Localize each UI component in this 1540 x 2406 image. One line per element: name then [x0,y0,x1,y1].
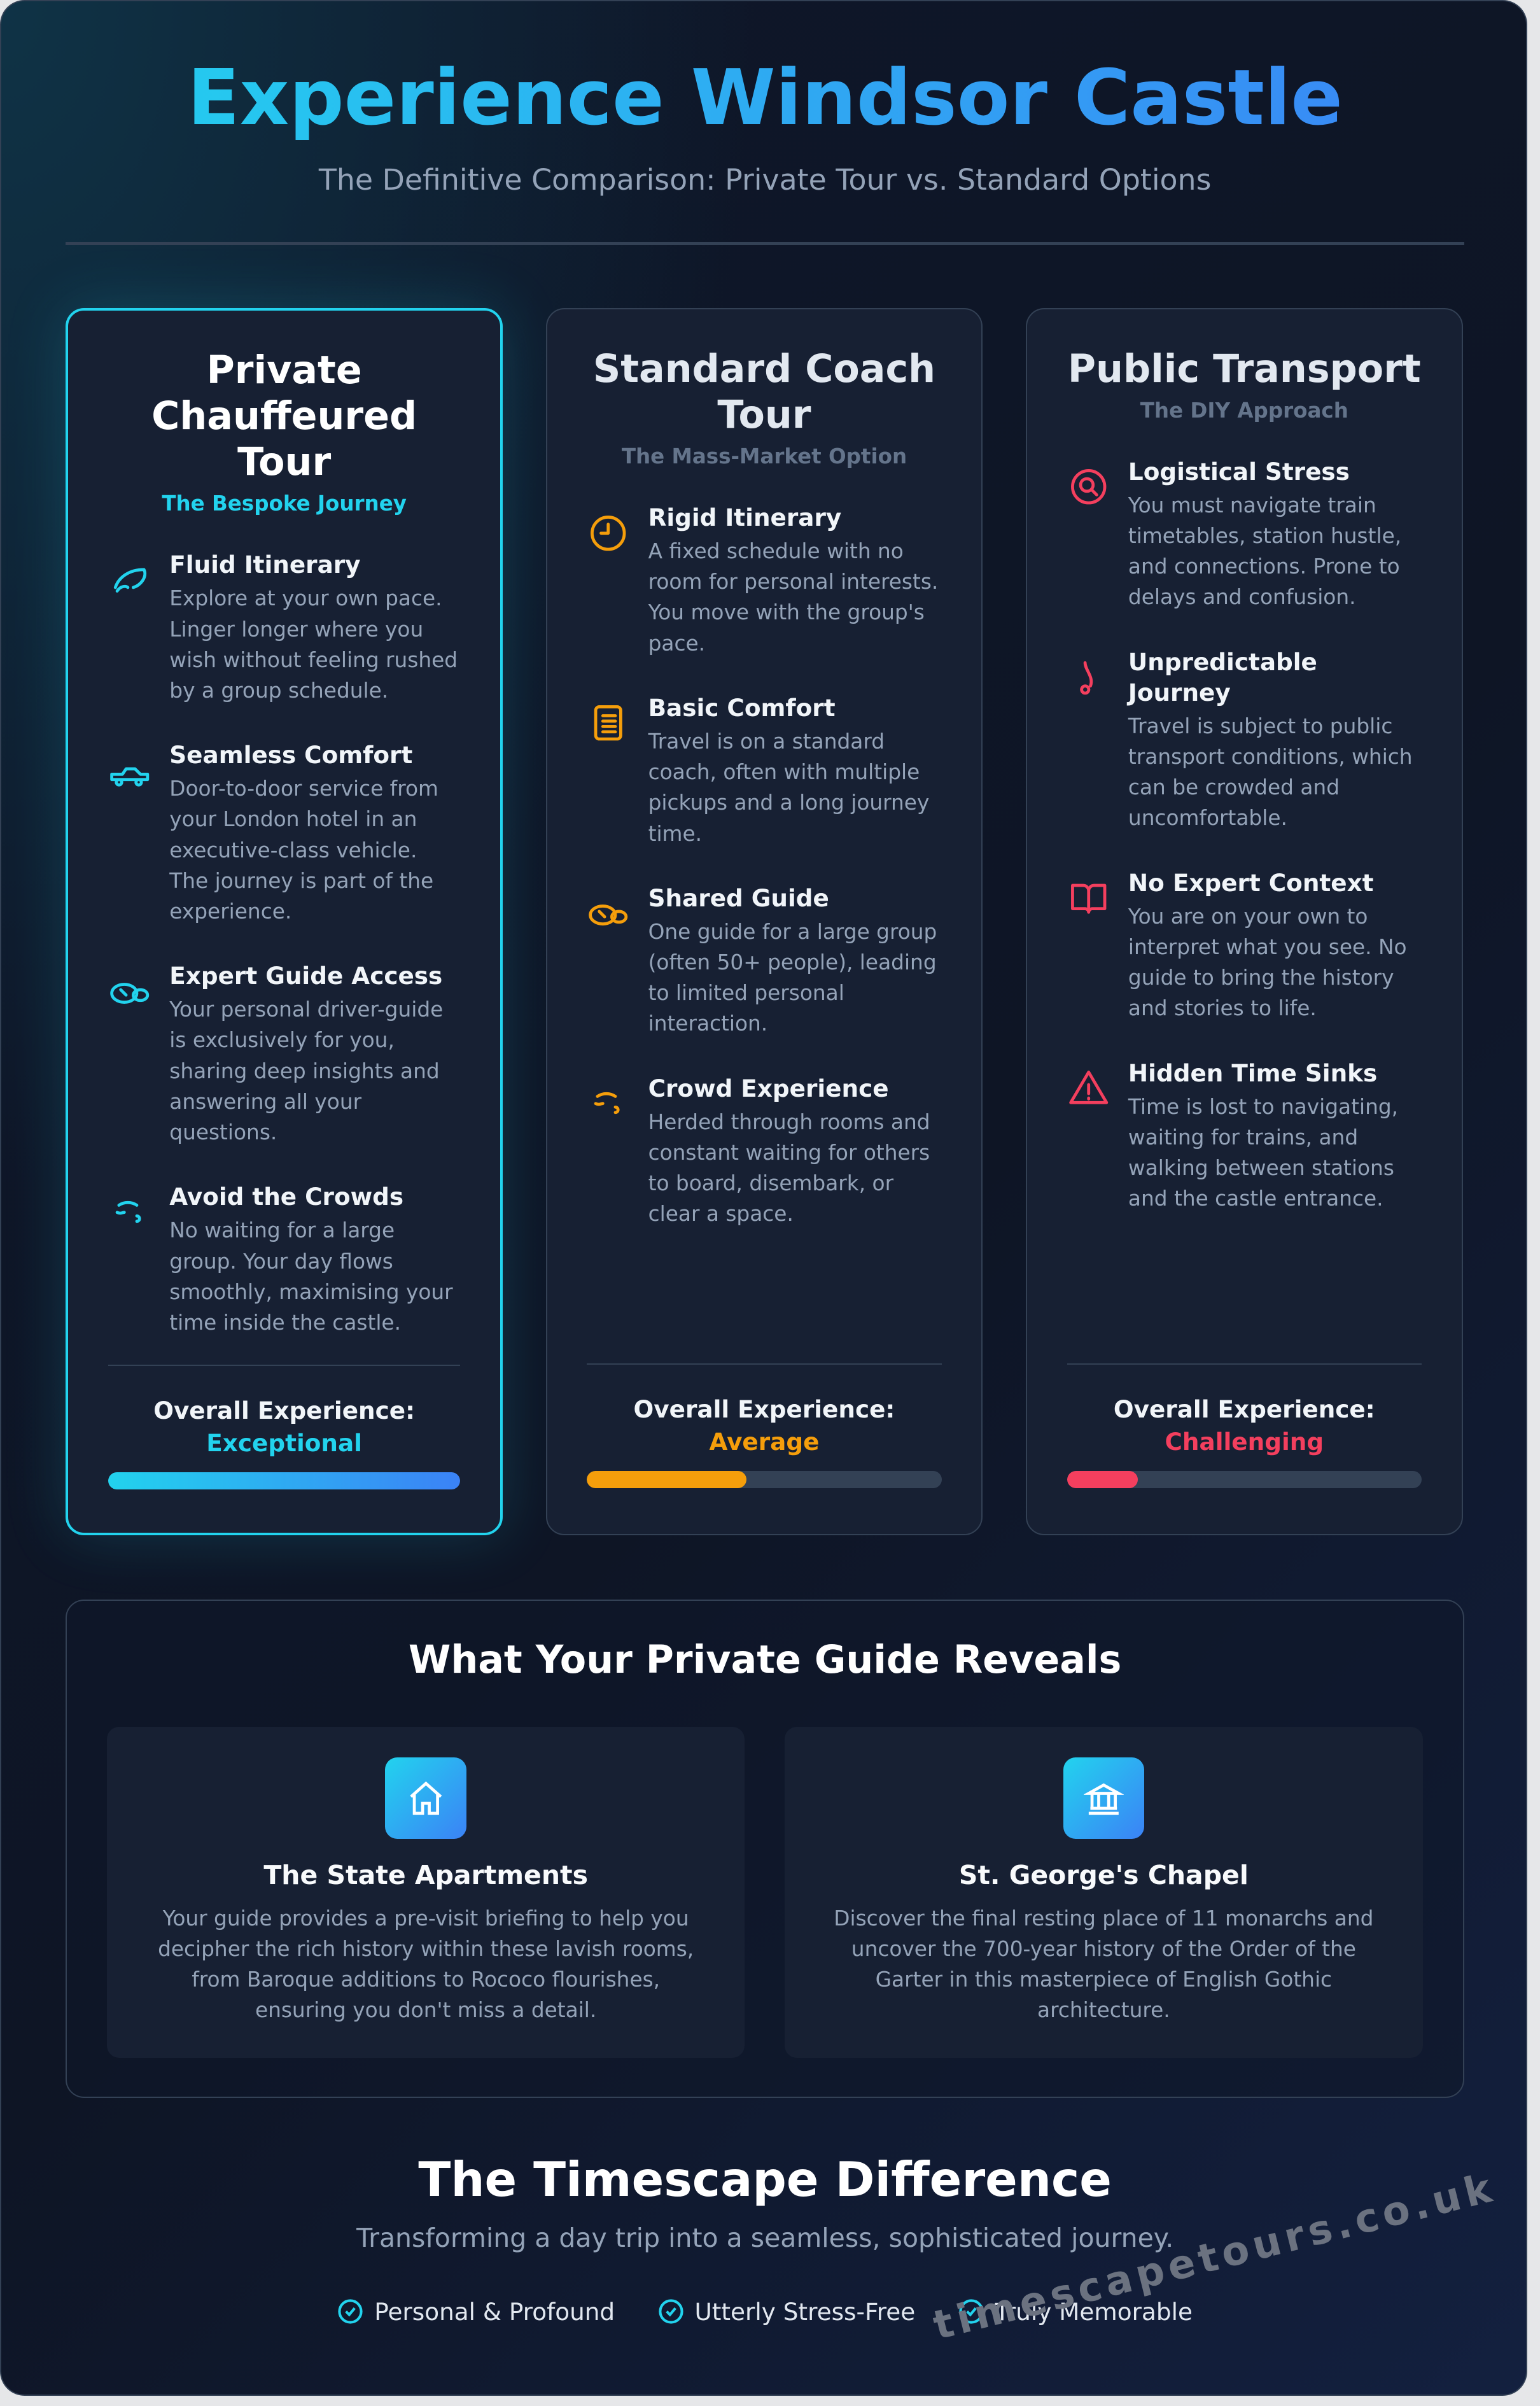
option-card: Private Chauffeured Tour The Bespoke Jou… [66,308,503,1535]
feature-item: Shared Guide One guide for a large group… [587,883,942,1039]
crowd-icon [587,1073,648,1230]
reveals-title: What Your Private Guide Reveals [408,1638,1122,1683]
difference-point: Truly Memorable [958,2298,1193,2326]
feature-title: Seamless Comfort [169,741,413,770]
car-icon [108,740,169,927]
feature-item: Seamless Comfort Door-to-door service fr… [108,740,461,927]
feature-title: Avoid the Crowds [169,1183,404,1211]
feature-title: Basic Comfort [648,693,836,722]
feature-item: Logistical Stress You must navigate trai… [1067,456,1422,613]
feature-item: Unpredictable Journey Travel is subject … [1067,647,1422,834]
divider [66,242,1465,246]
feature-item: No Expert Context You are on your own to… [1067,868,1422,1024]
reveals-section: What Your Private Guide Reveals The Stat… [66,1600,1465,2099]
rating-value: Average [709,1428,820,1456]
card-tagline: The Mass-Market Option [621,444,907,469]
overall-label: Overall Experience: [1113,1395,1375,1423]
feature-desc: One guide for a large group (often 50+ p… [648,919,937,1036]
reveal-title: The State Apartments [263,1860,588,1891]
feature-desc: No waiting for a large group. Your day f… [169,1218,453,1335]
rating-bar-fill [108,1472,461,1489]
rating-bar [108,1472,461,1489]
overall-experience: Overall Experience: Challenging [1067,1363,1422,1488]
feature-item: Crowd Experience Herded through rooms an… [587,1073,942,1230]
feature-desc: You are on your own to interpret what yo… [1128,904,1407,1021]
feature-desc: Travel is on a standard coach, often wit… [648,729,930,846]
difference-title: The Timescape Difference [418,2151,1112,2207]
check-circle-icon [338,2299,363,2324]
card-tagline: The Bespoke Journey [162,491,407,516]
point-label: Personal & Profound [374,2297,615,2326]
feature-item: Expert Guide Access Your personal driver… [108,960,461,1148]
option-card: Public Transport The DIY Approach Logist… [1025,308,1463,1535]
feature-item: Fluid Itinerary Explore at your own pace… [108,549,461,706]
reveal-title: St. George's Chapel [958,1860,1249,1891]
rating-value: Exceptional [206,1429,362,1458]
check-circle-icon [658,2299,683,2324]
feature-title: Shared Guide [648,883,829,912]
card-title: Private Chauffeured Tour [151,348,417,485]
page-title: Experience Windsor Castle [1,53,1526,143]
reveal-card-state-apartments: The State Apartments Your guide provides… [106,1726,745,2058]
feature-item: Hidden Time Sinks Time is lost to naviga… [1067,1058,1422,1214]
feature-desc: Travel is subject to public transport co… [1128,714,1413,831]
feature-item: Basic Comfort Travel is on a standard co… [587,693,942,849]
guide-icon [587,883,648,1039]
rating-bar [587,1471,942,1488]
feature-title: Rigid Itinerary [648,503,842,532]
feature-item: Avoid the Crowds No waiting for a large … [108,1181,461,1338]
home-icon [385,1757,466,1839]
rating-bar-fill [1067,1471,1138,1488]
feature-desc: Door-to-door service from your London ho… [169,777,438,924]
crowd-icon [108,1181,169,1338]
reveal-desc: Your guide provides a pre-visit briefing… [158,1906,694,2023]
card-tagline: The DIY Approach [1140,398,1348,423]
feature-desc: Herded through rooms and constant waitin… [648,1109,930,1227]
page-subtitle: The Definitive Comparison: Private Tour … [318,162,1212,197]
reveal-card-st-georges-chapel: St. George's Chapel Discover the final r… [785,1726,1423,2058]
feature-title: Hidden Time Sinks [1128,1059,1378,1087]
point-label: Utterly Stress-Free [694,2297,916,2326]
feature-title: Unpredictable Journey [1128,647,1317,707]
difference-point: Utterly Stress-Free [658,2297,916,2326]
feature-title: Crowd Experience [648,1074,889,1102]
option-card: Standard Coach Tour The Mass-Market Opti… [545,308,983,1535]
feature-title: Logistical Stress [1128,457,1350,486]
route-icon [1067,647,1128,834]
feature-item: Rigid Itinerary A fixed schedule with no… [587,502,942,659]
book-icon [1067,868,1128,1024]
difference-points: Personal & Profound Utterly Stress-Free … [1,2297,1526,2326]
itinerary-icon [108,549,169,706]
landmark-icon [1063,1757,1145,1839]
reveal-desc: Discover the final resting place of 11 m… [834,1906,1374,2023]
warning-icon [1067,1058,1128,1214]
guide-icon [108,960,169,1148]
feature-desc: Explore at your own pace. Linger longer … [169,586,458,703]
feature-desc: You must navigate train timetables, stat… [1128,493,1402,610]
check-circle-icon [959,2299,984,2324]
feature-title: Expert Guide Access [169,962,443,990]
clock-icon [587,502,648,659]
rating-bar-fill [587,1471,747,1488]
document-icon [587,693,648,849]
target-icon [1067,456,1128,613]
feature-desc: A fixed schedule with no room for person… [648,539,939,656]
overall-experience: Overall Experience: Average [587,1363,942,1488]
overall-label: Overall Experience: [633,1395,895,1423]
feature-desc: Your personal driver-guide is exclusivel… [169,997,444,1145]
card-title: Standard Coach Tour [592,346,936,438]
rating-bar [1067,1471,1422,1488]
feature-title: No Expert Context [1128,868,1374,897]
feature-title: Fluid Itinerary [169,551,361,579]
overall-label: Overall Experience: [153,1396,416,1425]
overall-experience: Overall Experience: Exceptional [108,1364,461,1489]
point-label: Truly Memorable [995,2297,1193,2326]
difference-subtitle: Transforming a day trip into a seamless,… [356,2222,1174,2253]
difference-point: Personal & Profound [337,2298,615,2326]
rating-value: Challenging [1165,1428,1324,1456]
card-title: Public Transport [1067,346,1421,391]
feature-desc: Time is lost to navigating, waiting for … [1128,1094,1399,1211]
